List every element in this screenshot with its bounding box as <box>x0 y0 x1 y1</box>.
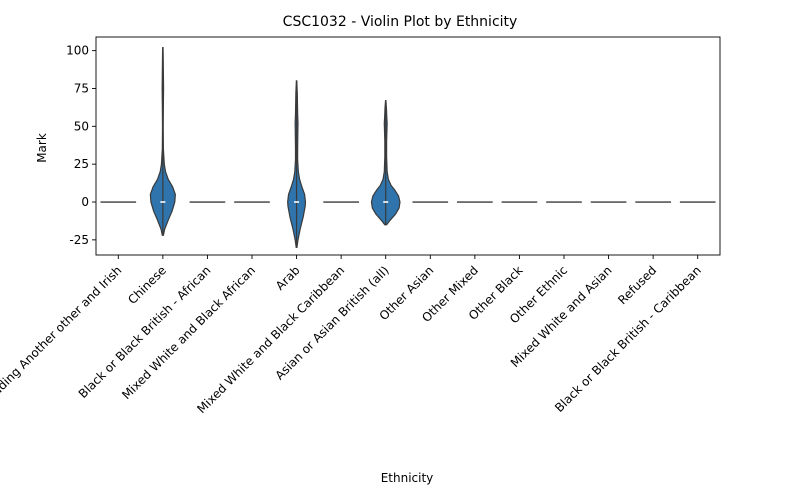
x-tick-label: Arab <box>273 263 303 293</box>
y-tick-label: 50 <box>74 119 89 133</box>
x-axis-label: Ethnicity <box>381 471 434 485</box>
x-tick-label: Chinese <box>125 263 169 307</box>
y-axis-label: Mark <box>35 133 49 163</box>
y-tick-label: 25 <box>74 157 89 171</box>
chart-title: CSC1032 - Violin Plot by Ethnicity <box>283 14 518 30</box>
y-tick-label: 75 <box>74 81 89 95</box>
y-tick-label: 100 <box>66 44 89 58</box>
x-tick-label: Refused <box>615 263 659 307</box>
plot-area: -25 0 25 50 75 100 White including Another oth… <box>0 36 721 440</box>
y-tick-label: 0 <box>81 195 89 209</box>
plot-frame <box>95 36 721 256</box>
y-tick-label: -25 <box>69 233 89 247</box>
x-tick-label: White including Another other and Irish <box>0 263 124 440</box>
